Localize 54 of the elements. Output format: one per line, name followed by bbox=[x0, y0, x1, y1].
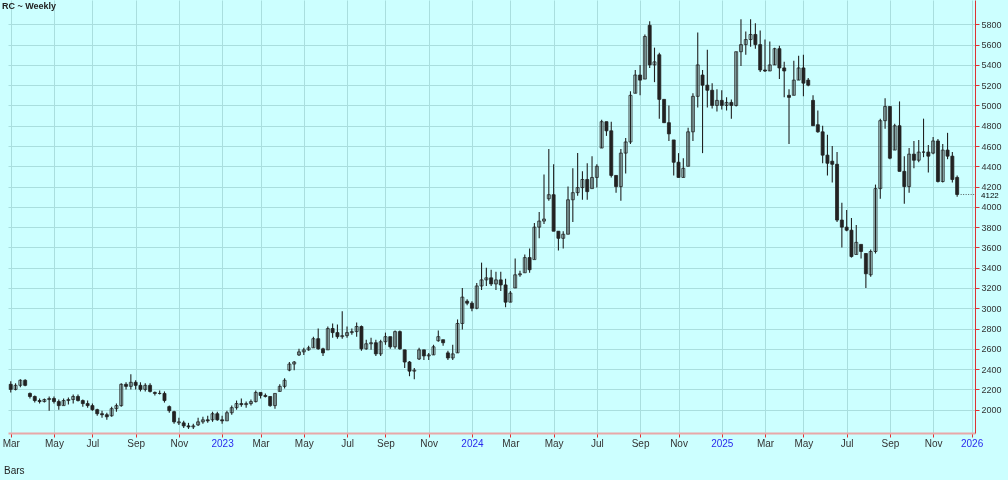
y-tick-label: 4400 bbox=[981, 161, 1002, 172]
y-tick-label: 5000 bbox=[981, 100, 1002, 111]
x-tick-label: Sep bbox=[631, 437, 650, 449]
x-tick-label: Nov bbox=[924, 437, 943, 449]
y-tick-label: 4600 bbox=[981, 141, 1002, 152]
x-tick-label: Nov bbox=[170, 437, 189, 449]
candlestick bbox=[926, 144, 931, 173]
y-tick-label: 5200 bbox=[981, 80, 1002, 91]
y-tick-label: 3600 bbox=[981, 242, 1002, 253]
x-tick-label: 2025 bbox=[711, 437, 734, 449]
y-tick-label: 3000 bbox=[981, 303, 1002, 314]
x-tick-label: May bbox=[294, 437, 314, 449]
x-tick-label: May bbox=[544, 437, 564, 449]
text: Bars bbox=[4, 465, 25, 476]
candlestick bbox=[513, 258, 518, 289]
x-tick-label: Mar bbox=[252, 437, 271, 449]
x-tick-label: 2023 bbox=[211, 437, 235, 449]
y-tick-label: 2000 bbox=[981, 405, 1002, 416]
x-tick-label: Mar bbox=[2, 437, 21, 449]
x-tick-label: Nov bbox=[420, 437, 439, 449]
x-tick-label: Jul bbox=[86, 437, 100, 449]
x-tick-label: Mar bbox=[756, 437, 775, 449]
candlestick bbox=[916, 139, 921, 163]
chart-title: RC ~ Weekly bbox=[2, 1, 57, 11]
y-tick-label: 3200 bbox=[981, 283, 1002, 294]
x-tick-label: 2026 bbox=[960, 437, 984, 449]
x-tick-label: Mar bbox=[502, 437, 521, 449]
x-tick-label: Jul bbox=[341, 437, 354, 449]
x-tick-label: Jul bbox=[590, 437, 604, 449]
y-tick-label: 4800 bbox=[981, 121, 1002, 132]
y-tick-label: 3800 bbox=[981, 222, 1002, 233]
y-tick-label: 2600 bbox=[981, 344, 1002, 355]
y-tick-label: 2400 bbox=[981, 364, 1002, 375]
y-tick-label: 2800 bbox=[981, 324, 1002, 335]
y-tick-label: 5400 bbox=[981, 60, 1002, 71]
x-tick-label: Sep bbox=[881, 437, 900, 449]
x-tick-label: Sep bbox=[377, 437, 396, 449]
candlestick bbox=[633, 69, 638, 94]
candlestick bbox=[152, 390, 157, 397]
candlestick bbox=[921, 118, 926, 158]
x-tick-label: Jul bbox=[840, 437, 854, 449]
y-tick-label: 4000 bbox=[981, 202, 1002, 213]
y-tick-label: 5600 bbox=[981, 40, 1002, 51]
x-tick-label: 2024 bbox=[461, 437, 484, 449]
y-tick-label: 5800 bbox=[981, 19, 1002, 30]
x-tick-label: Sep bbox=[127, 437, 146, 449]
x-tick-label: May bbox=[794, 437, 814, 449]
y-tick-label: 4200 bbox=[981, 182, 1002, 193]
x-tick-label: Nov bbox=[670, 437, 688, 449]
x-tick-label: May bbox=[45, 437, 64, 449]
y-tick-label: 3400 bbox=[981, 263, 1002, 274]
y-tick-label: 2200 bbox=[981, 384, 1002, 395]
annotation: 4122 bbox=[981, 191, 1000, 201]
candlestick bbox=[594, 163, 599, 189]
